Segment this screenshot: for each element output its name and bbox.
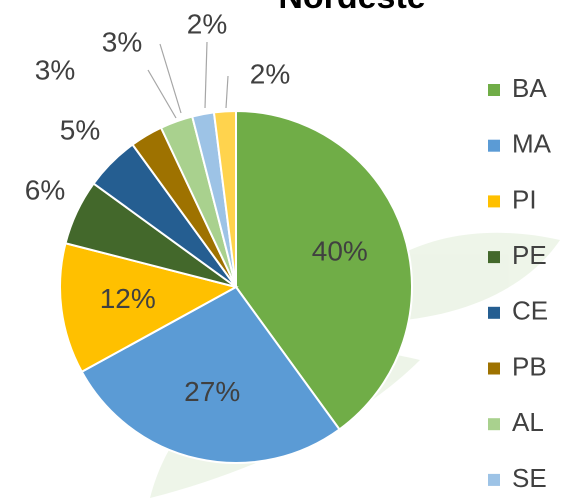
- data-label: 12%: [100, 283, 156, 314]
- legend-swatch: [488, 473, 500, 486]
- data-label: 40%: [312, 236, 368, 267]
- chart-title: Nordeste: [278, 0, 425, 16]
- pie-slice: [59, 242, 239, 374]
- pie-slice: [212, 109, 237, 288]
- legend-label: BA: [512, 73, 547, 103]
- data-label: 5%: [60, 114, 100, 145]
- legend-swatch: [488, 195, 500, 208]
- data-label: 6%: [25, 174, 65, 205]
- legend-swatch: [488, 84, 500, 96]
- legend-swatch: [488, 251, 500, 264]
- legend-label: MA: [512, 129, 552, 159]
- data-label: 2%: [187, 8, 227, 39]
- legend-swatch: [488, 139, 500, 152]
- legend-label: PB: [512, 351, 547, 381]
- pie-slice: [80, 285, 341, 464]
- legend-swatch: [488, 306, 500, 319]
- legend-swatch: [488, 418, 500, 431]
- data-label: 2%: [250, 58, 290, 89]
- leader-line: [159, 43, 182, 114]
- data-label: 3%: [35, 54, 75, 85]
- legend-label: AL: [512, 407, 544, 437]
- legend-swatch: [488, 362, 500, 375]
- legend-label: SE: [512, 463, 547, 493]
- legend-label: PI: [512, 184, 537, 214]
- legend-label: CE: [512, 296, 548, 326]
- pie-slice: [235, 109, 413, 431]
- leader-line: [147, 69, 177, 119]
- leader-line: [204, 41, 208, 109]
- leader-line: [225, 75, 229, 109]
- data-label: 27%: [184, 376, 240, 407]
- legend-label: PE: [512, 240, 547, 270]
- data-label: 3%: [102, 26, 142, 57]
